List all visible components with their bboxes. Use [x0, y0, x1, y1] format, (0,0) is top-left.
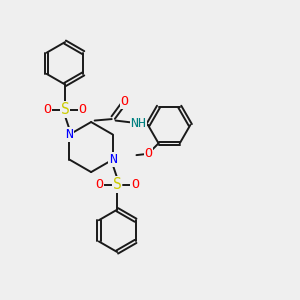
Text: O: O	[95, 178, 104, 191]
Text: O: O	[79, 103, 87, 116]
Text: O: O	[120, 95, 128, 108]
Text: NH: NH	[130, 117, 146, 130]
Text: O: O	[144, 147, 152, 160]
Text: S: S	[113, 177, 122, 192]
Text: O: O	[44, 103, 51, 116]
Text: N: N	[109, 153, 117, 166]
Text: N: N	[65, 128, 74, 141]
Text: O: O	[131, 178, 139, 191]
Text: S: S	[61, 102, 69, 117]
